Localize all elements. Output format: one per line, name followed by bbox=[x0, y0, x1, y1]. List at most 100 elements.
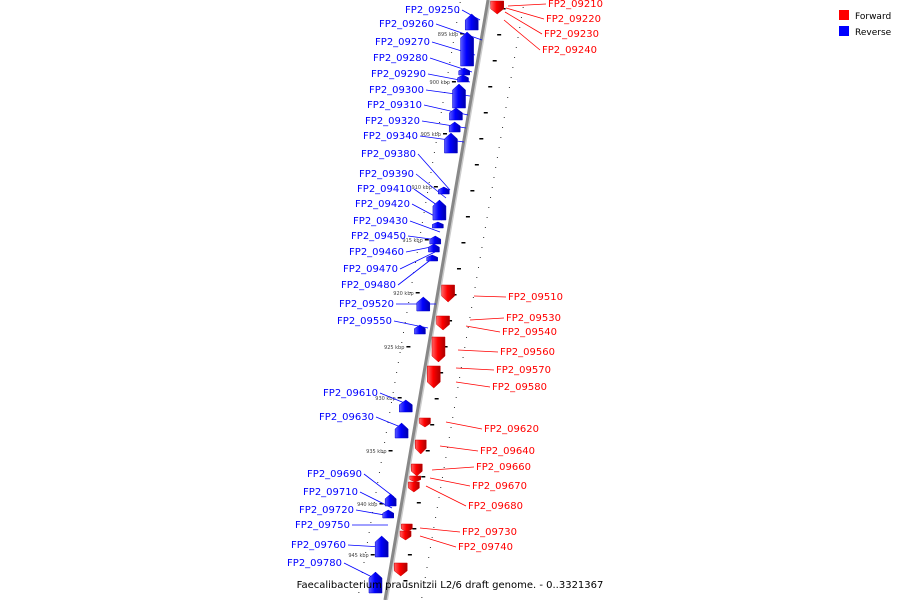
reverse-gene-label[interactable]: FP2_09310 bbox=[367, 100, 422, 111]
reverse-gene[interactable] bbox=[449, 107, 463, 121]
forward-gene[interactable] bbox=[441, 284, 455, 303]
reverse-gene[interactable] bbox=[457, 74, 469, 83]
reverse-gene-label[interactable]: FP2_09460 bbox=[349, 247, 404, 258]
scale-dot bbox=[445, 457, 447, 458]
scale-dot bbox=[424, 577, 426, 578]
tick-mark bbox=[379, 503, 384, 505]
scale-dot bbox=[435, 517, 437, 518]
forward-gene[interactable] bbox=[408, 481, 420, 493]
forward-gene-label[interactable]: FP2_09660 bbox=[476, 462, 531, 473]
reverse-gene-label[interactable]: FP2_09280 bbox=[373, 53, 428, 64]
reverse-gene-label[interactable]: FP2_09300 bbox=[369, 85, 424, 96]
reverse-gene[interactable] bbox=[464, 13, 479, 31]
forward-gene-label[interactable]: FP2_09580 bbox=[492, 382, 547, 393]
reverse-gene[interactable] bbox=[460, 31, 474, 67]
forward-gene-label[interactable]: FP2_09560 bbox=[500, 347, 555, 358]
reverse-gene-label[interactable]: FP2_09340 bbox=[363, 131, 418, 142]
reverse-gene-label[interactable]: FP2_09420 bbox=[355, 199, 410, 210]
forward-gene-label[interactable]: FP2_09240 bbox=[542, 45, 597, 56]
forward-gene[interactable] bbox=[399, 530, 412, 541]
reverse-gene[interactable] bbox=[448, 121, 461, 133]
scale-dot bbox=[442, 102, 444, 103]
reverse-gene-label[interactable]: FP2_09290 bbox=[371, 69, 426, 80]
reverse-gene-label[interactable]: FP2_09630 bbox=[319, 412, 374, 423]
scale-dot bbox=[448, 437, 450, 438]
forward-gene[interactable] bbox=[415, 439, 427, 455]
reverse-gene-label[interactable]: FP2_09380 bbox=[361, 149, 416, 160]
scale-dot bbox=[457, 12, 459, 13]
forward-gene[interactable] bbox=[490, 0, 504, 15]
reverse-gene-label[interactable]: FP2_09430 bbox=[353, 216, 408, 227]
reverse-gene[interactable] bbox=[428, 243, 440, 253]
forward-gene[interactable] bbox=[419, 417, 431, 428]
reverse-gene[interactable] bbox=[426, 254, 438, 262]
reverse-gene-label[interactable]: FP2_09450 bbox=[351, 231, 406, 242]
forward-gene-label[interactable]: FP2_09740 bbox=[458, 542, 513, 553]
reverse-gene-label[interactable]: FP2_09410 bbox=[357, 184, 412, 195]
reverse-gene[interactable] bbox=[432, 199, 447, 221]
reverse-gene-label[interactable]: FP2_09690 bbox=[307, 469, 362, 480]
reverse-gene-label[interactable]: FP2_09390 bbox=[359, 169, 414, 180]
reverse-gene-label[interactable]: FP2_09720 bbox=[299, 505, 354, 516]
scale-dot bbox=[429, 547, 431, 548]
forward-gene[interactable] bbox=[427, 365, 441, 389]
forward-gene-label[interactable]: FP2_09680 bbox=[468, 501, 523, 512]
forward-gene-label[interactable]: FP2_09730 bbox=[462, 527, 517, 538]
reverse-gene-label[interactable]: FP2_09780 bbox=[287, 558, 342, 569]
reverse-gene-label[interactable]: FP2_09750 bbox=[295, 520, 350, 531]
reverse-gene-label[interactable]: FP2_09760 bbox=[291, 540, 346, 551]
scale-dot bbox=[491, 187, 493, 188]
reverse-gene-label[interactable]: FP2_09710 bbox=[303, 487, 358, 498]
reverse-gene-label[interactable]: FP2_09550 bbox=[337, 316, 392, 327]
forward-gene-label[interactable]: FP2_09540 bbox=[502, 327, 557, 338]
scale-dot bbox=[396, 372, 398, 373]
scale-dot bbox=[392, 392, 394, 393]
forward-gene-label[interactable]: FP2_09220 bbox=[546, 14, 601, 25]
reverse-gene-label[interactable]: FP2_09470 bbox=[343, 264, 398, 275]
forward-gene-label[interactable]: FP2_09640 bbox=[480, 446, 535, 457]
forward-gene[interactable] bbox=[401, 523, 413, 533]
reverse-gene[interactable] bbox=[374, 535, 389, 558]
reverse-gene[interactable] bbox=[429, 235, 442, 245]
reverse-gene[interactable] bbox=[384, 493, 397, 507]
forward-gene-leader bbox=[503, 19, 541, 51]
reverse-gene[interactable] bbox=[399, 399, 413, 413]
reverse-gene-leader bbox=[363, 473, 395, 498]
reverse-gene-label[interactable]: FP2_09480 bbox=[341, 280, 396, 291]
reverse-gene-label[interactable]: FP2_09270 bbox=[375, 37, 430, 48]
reverse-gene[interactable] bbox=[394, 422, 409, 439]
reverse-gene[interactable] bbox=[444, 132, 458, 154]
forward-gene-label[interactable]: FP2_09530 bbox=[506, 313, 561, 324]
forward-gene[interactable] bbox=[411, 463, 423, 477]
reverse-gene[interactable] bbox=[414, 324, 426, 335]
reverse-gene[interactable] bbox=[438, 186, 450, 195]
forward-gene-label[interactable]: FP2_09210 bbox=[548, 0, 603, 10]
reverse-gene-leader bbox=[435, 23, 483, 41]
reverse-gene[interactable] bbox=[382, 509, 394, 519]
forward-gene[interactable] bbox=[409, 475, 422, 483]
forward-gene[interactable] bbox=[393, 562, 408, 577]
scale-dot bbox=[406, 312, 408, 313]
forward-gene-label[interactable]: FP2_09570 bbox=[496, 365, 551, 376]
reverse-gene[interactable] bbox=[452, 83, 466, 109]
reverse-gene-label[interactable]: FP2_09320 bbox=[365, 116, 420, 127]
reverse-gene[interactable] bbox=[458, 67, 470, 76]
forward-gene-label[interactable]: FP2_09620 bbox=[484, 424, 539, 435]
reverse-gene[interactable] bbox=[416, 296, 431, 312]
forward-gene-label[interactable]: FP2_09230 bbox=[544, 29, 599, 40]
scale-dot bbox=[423, 212, 425, 213]
scale-dot bbox=[498, 147, 500, 148]
reverse-gene-label[interactable]: FP2_09260 bbox=[379, 19, 434, 30]
reverse-gene-label[interactable]: FP2_09250 bbox=[405, 5, 460, 16]
forward-gene-label[interactable]: FP2_09510 bbox=[508, 292, 563, 303]
forward-gene[interactable] bbox=[436, 315, 450, 331]
reverse-gene[interactable] bbox=[432, 221, 444, 229]
reverse-gene-label[interactable]: FP2_09520 bbox=[339, 299, 394, 310]
scale-dot bbox=[373, 502, 375, 503]
forward-gene-leader bbox=[473, 295, 507, 298]
tick-mark bbox=[474, 164, 479, 166]
reverse-gene[interactable] bbox=[368, 571, 383, 594]
forward-gene-label[interactable]: FP2_09670 bbox=[472, 481, 527, 492]
reverse-gene-label[interactable]: FP2_09610 bbox=[323, 388, 378, 399]
forward-gene[interactable] bbox=[431, 336, 446, 363]
